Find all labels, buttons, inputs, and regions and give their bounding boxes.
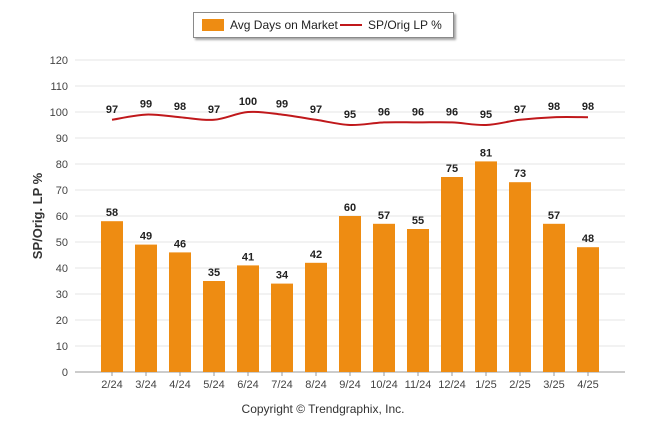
y-tick-label: 0 [62, 367, 68, 379]
line-data-label: 96 [378, 106, 390, 118]
y-tick-label: 100 [50, 107, 68, 119]
y-axis-label: SP/Orig. LP % [30, 172, 45, 259]
bar[interactable] [373, 223, 395, 372]
bar-data-label: 34 [276, 270, 289, 282]
legend-swatch-bar [202, 19, 224, 31]
legend-label-bar: Avg Days on Market [230, 18, 338, 32]
y-tick-label: 110 [50, 81, 68, 93]
line-path[interactable] [111, 110, 589, 127]
bar[interactable] [101, 221, 123, 372]
bar-data-label: 81 [480, 147, 492, 159]
bar[interactable] [203, 281, 225, 372]
line-data-label: 97 [514, 104, 526, 116]
x-tick-label: 1/25 [475, 379, 496, 391]
copyright-footer: Copyright © Trendgraphix, Inc. [241, 402, 405, 416]
x-tick-label: 3/24 [135, 379, 156, 391]
line-data-label: 96 [446, 106, 458, 118]
bar[interactable] [305, 262, 327, 372]
line-data-label: 98 [582, 101, 594, 113]
line-data-label: 97 [208, 104, 220, 116]
y-tick-label: 30 [56, 289, 68, 301]
bar-data-label: 75 [446, 163, 458, 175]
x-tick-label: 9/24 [339, 379, 360, 391]
bar[interactable] [577, 247, 599, 372]
line-data-label: 99 [140, 99, 152, 111]
legend-swatch-line [340, 24, 362, 26]
x-tick-label: 7/24 [271, 379, 292, 391]
y-tick-label: 90 [56, 133, 68, 145]
line-data-label: 98 [548, 101, 560, 113]
bar[interactable] [475, 161, 497, 372]
bar[interactable] [169, 252, 191, 372]
line-data-label: 98 [174, 101, 186, 113]
x-tick-label: 2/25 [509, 379, 530, 391]
bar-data-label: 55 [412, 215, 424, 227]
line-data-label: 99 [276, 99, 288, 111]
x-tick-label: 10/24 [370, 379, 398, 391]
legend-item-line[interactable]: SP/Orig LP % [340, 17, 442, 33]
bar-data-label: 48 [582, 233, 594, 245]
bar-data-label: 46 [174, 238, 186, 250]
x-axis-ticks: 2/24 3/24 4/24 5/24 6/24 7/24 8/24 9/24 10/24 11/… [101, 372, 599, 391]
x-tick-label: 6/24 [237, 379, 258, 391]
y-tick-label: 10 [56, 341, 68, 353]
bar[interactable] [441, 177, 463, 372]
bar-data-label: 41 [242, 251, 254, 263]
line-data-label: 97 [310, 104, 322, 116]
bar-data-label: 58 [106, 207, 118, 219]
y-tick-label: 60 [56, 211, 68, 223]
x-tick-label: 11/24 [405, 379, 432, 391]
line-data-label: 95 [344, 109, 356, 121]
x-tick-label: 2/24 [101, 379, 122, 391]
y-tick-label: 50 [56, 237, 68, 249]
bar-data-label: 42 [310, 249, 322, 261]
bar-data-label: 35 [208, 267, 220, 279]
bar-data-label: 57 [548, 210, 560, 222]
x-tick-label: 8/24 [305, 379, 326, 391]
x-tick-label: 3/25 [543, 379, 564, 391]
bar-series [101, 161, 599, 372]
legend-item-bar[interactable]: Avg Days on Market [202, 17, 338, 33]
x-tick-label: 5/24 [203, 379, 224, 391]
bar[interactable] [271, 283, 293, 372]
line-series: 97 99 98 97 100 99 97 95 96 96 96 95 97 98 98 [106, 96, 594, 127]
bar[interactable] [135, 244, 157, 372]
x-tick-label: 12/24 [438, 379, 466, 391]
bar-data-label: 73 [514, 168, 526, 180]
line-data-label: 95 [480, 109, 492, 121]
bar-data-label: 60 [344, 202, 356, 214]
bar[interactable] [237, 265, 259, 372]
y-tick-label: 80 [56, 159, 68, 171]
y-tick-label: 120 [50, 55, 68, 67]
y-tick-label: 20 [56, 315, 68, 327]
bar[interactable] [339, 216, 361, 372]
legend-label-line: SP/Orig LP % [368, 18, 442, 32]
x-tick-label: 4/24 [169, 379, 190, 391]
bar[interactable] [509, 182, 531, 372]
bar[interactable] [543, 223, 565, 372]
y-axis-ticks: 0 10 20 30 40 50 60 70 80 90 100 110 120 [50, 55, 68, 379]
line-data-label: 96 [412, 106, 424, 118]
bar-data-labels: 58 49 46 35 41 34 42 60 57 55 75 81 73 57 48 [106, 147, 594, 281]
legend: Avg Days on Market SP/Orig LP % [193, 12, 454, 38]
bar-data-label: 49 [140, 231, 152, 243]
line-data-label: 100 [239, 96, 257, 108]
line-data-label: 97 [106, 104, 118, 116]
y-tick-label: 70 [56, 185, 68, 197]
x-tick-label: 4/25 [577, 379, 598, 391]
y-tick-label: 40 [56, 263, 68, 275]
bar-data-label: 57 [378, 210, 390, 222]
bar[interactable] [407, 229, 429, 372]
